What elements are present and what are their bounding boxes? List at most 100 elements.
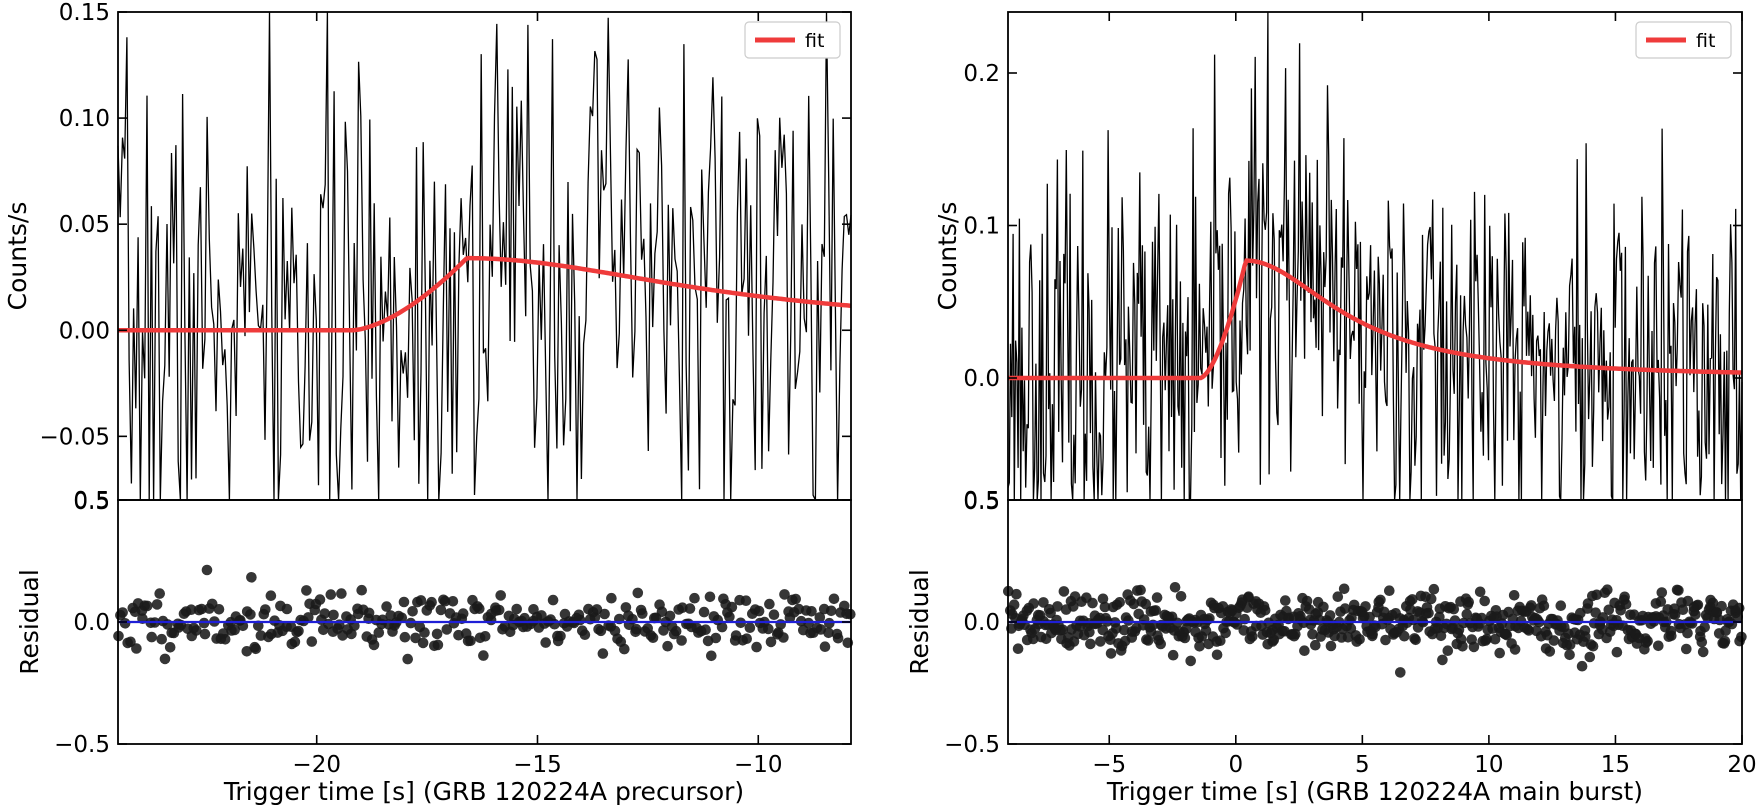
residual-point [260,604,271,615]
residual-point [511,603,522,615]
residual-point [1057,624,1069,636]
left-top-yticks: 0.15 0.10 0.05 0.00 −0.05 [40,0,851,450]
residual-point [724,611,735,623]
residual-point [402,653,414,665]
xtick-label: 15 [1601,752,1630,778]
residual-point [1692,599,1704,611]
residual-point [1307,629,1318,640]
residual-point [1151,592,1163,603]
residual-point [1591,589,1602,601]
residual-point [1028,598,1039,609]
residual-point [547,594,559,606]
residual-point [806,606,817,617]
residual-point [1215,635,1226,646]
ytick-label: 0.0 [73,610,110,636]
residual-point [676,635,687,646]
left-xlabel: Trigger time [s] (GRB 120224A precursor) [223,777,744,806]
residual-point [599,608,610,620]
residual-point [828,593,840,605]
residual-point [336,588,347,599]
residual-point [1142,635,1154,646]
right-xlabel: Trigger time [s] (GRB 120224A main burst… [1106,777,1643,806]
ytick-label: 0.05 [59,212,110,238]
residual-point [1012,643,1024,654]
residual-point [252,620,264,632]
fit-line [118,255,852,333]
ytick-label: 0.5 [73,488,110,514]
residual-point [1338,583,1350,595]
left-top-ylabel: Counts/s [3,202,32,311]
residual-point [658,625,669,636]
xtick-label: 0 [1228,752,1243,778]
left-bottom-ylabel: Residual [15,569,44,675]
residual-point [1087,597,1098,609]
residual-point [191,625,202,636]
residual-point [1211,649,1223,661]
xtick-label: −5 [1092,752,1126,778]
residual-point [765,636,777,648]
residual-point [410,632,421,644]
residual-point [631,623,642,635]
residual-point [1501,629,1513,641]
residual-point [441,624,453,635]
ytick-label: −0.5 [54,732,110,758]
residual-point [1310,639,1321,651]
xtick-label: −20 [292,752,341,778]
residual-point [1280,595,1291,606]
residual-point [1564,649,1575,661]
residual-point [1099,601,1111,613]
residual-point [764,598,775,610]
residual-point [1555,600,1567,611]
right-legend-label: fit [1696,30,1715,52]
residual-point [1620,598,1632,610]
residual-point [751,641,762,653]
residual-point [1509,644,1521,655]
residual-point [1169,582,1181,593]
residual-point [824,617,835,629]
residual-point [768,609,780,620]
residual-point [306,636,318,647]
residual-point [281,603,293,615]
residual-point [1318,601,1329,613]
residual-point [439,595,451,607]
residual-point [1045,607,1056,619]
data-line [1007,11,1743,501]
residual-point [314,594,326,605]
right-top-bottom-tick-label: 0.5 [963,489,1000,515]
residual-point [1395,667,1406,678]
residual-point [620,602,632,613]
right-top-ylabel: Counts/s [933,202,962,311]
residual-point [1697,646,1709,658]
right-bottom-ticks: 0.5 0.0 −0.5 −5 0 5 10 15 20 [944,12,1757,778]
residual-point [1474,586,1486,598]
residual-point [151,599,163,610]
residual-point [1437,654,1448,666]
residual-point [1301,595,1313,607]
residual-point [704,591,716,603]
residual-point [1175,591,1187,602]
ytick-label: 0.1 [963,214,1000,240]
residual-point [790,593,801,605]
ytick-label: 0.00 [59,318,110,344]
residual-point [164,642,176,653]
left-top-panel: 0.15 0.10 0.05 0.00 −0.05 Counts/s 0.5 fit [3,0,852,515]
residual-point [1140,598,1152,610]
residual-point [1716,600,1727,612]
residual-point [185,604,197,615]
residual-point [647,632,659,643]
residual-point [832,632,844,644]
residual-point [1185,655,1196,667]
residual-point [555,630,566,642]
residual-point [1584,651,1596,663]
residual-point [431,628,443,640]
residual-point [1489,633,1501,645]
left-light-curve [117,11,852,501]
ytick-label: 0.0 [963,610,1000,636]
residual-point [237,620,249,632]
right-residual-points [1003,582,1747,678]
residual-point [710,632,722,644]
residual-point [1360,601,1371,612]
residual-point [1105,648,1117,659]
residual-point [819,641,831,652]
residual-point [1611,646,1623,658]
